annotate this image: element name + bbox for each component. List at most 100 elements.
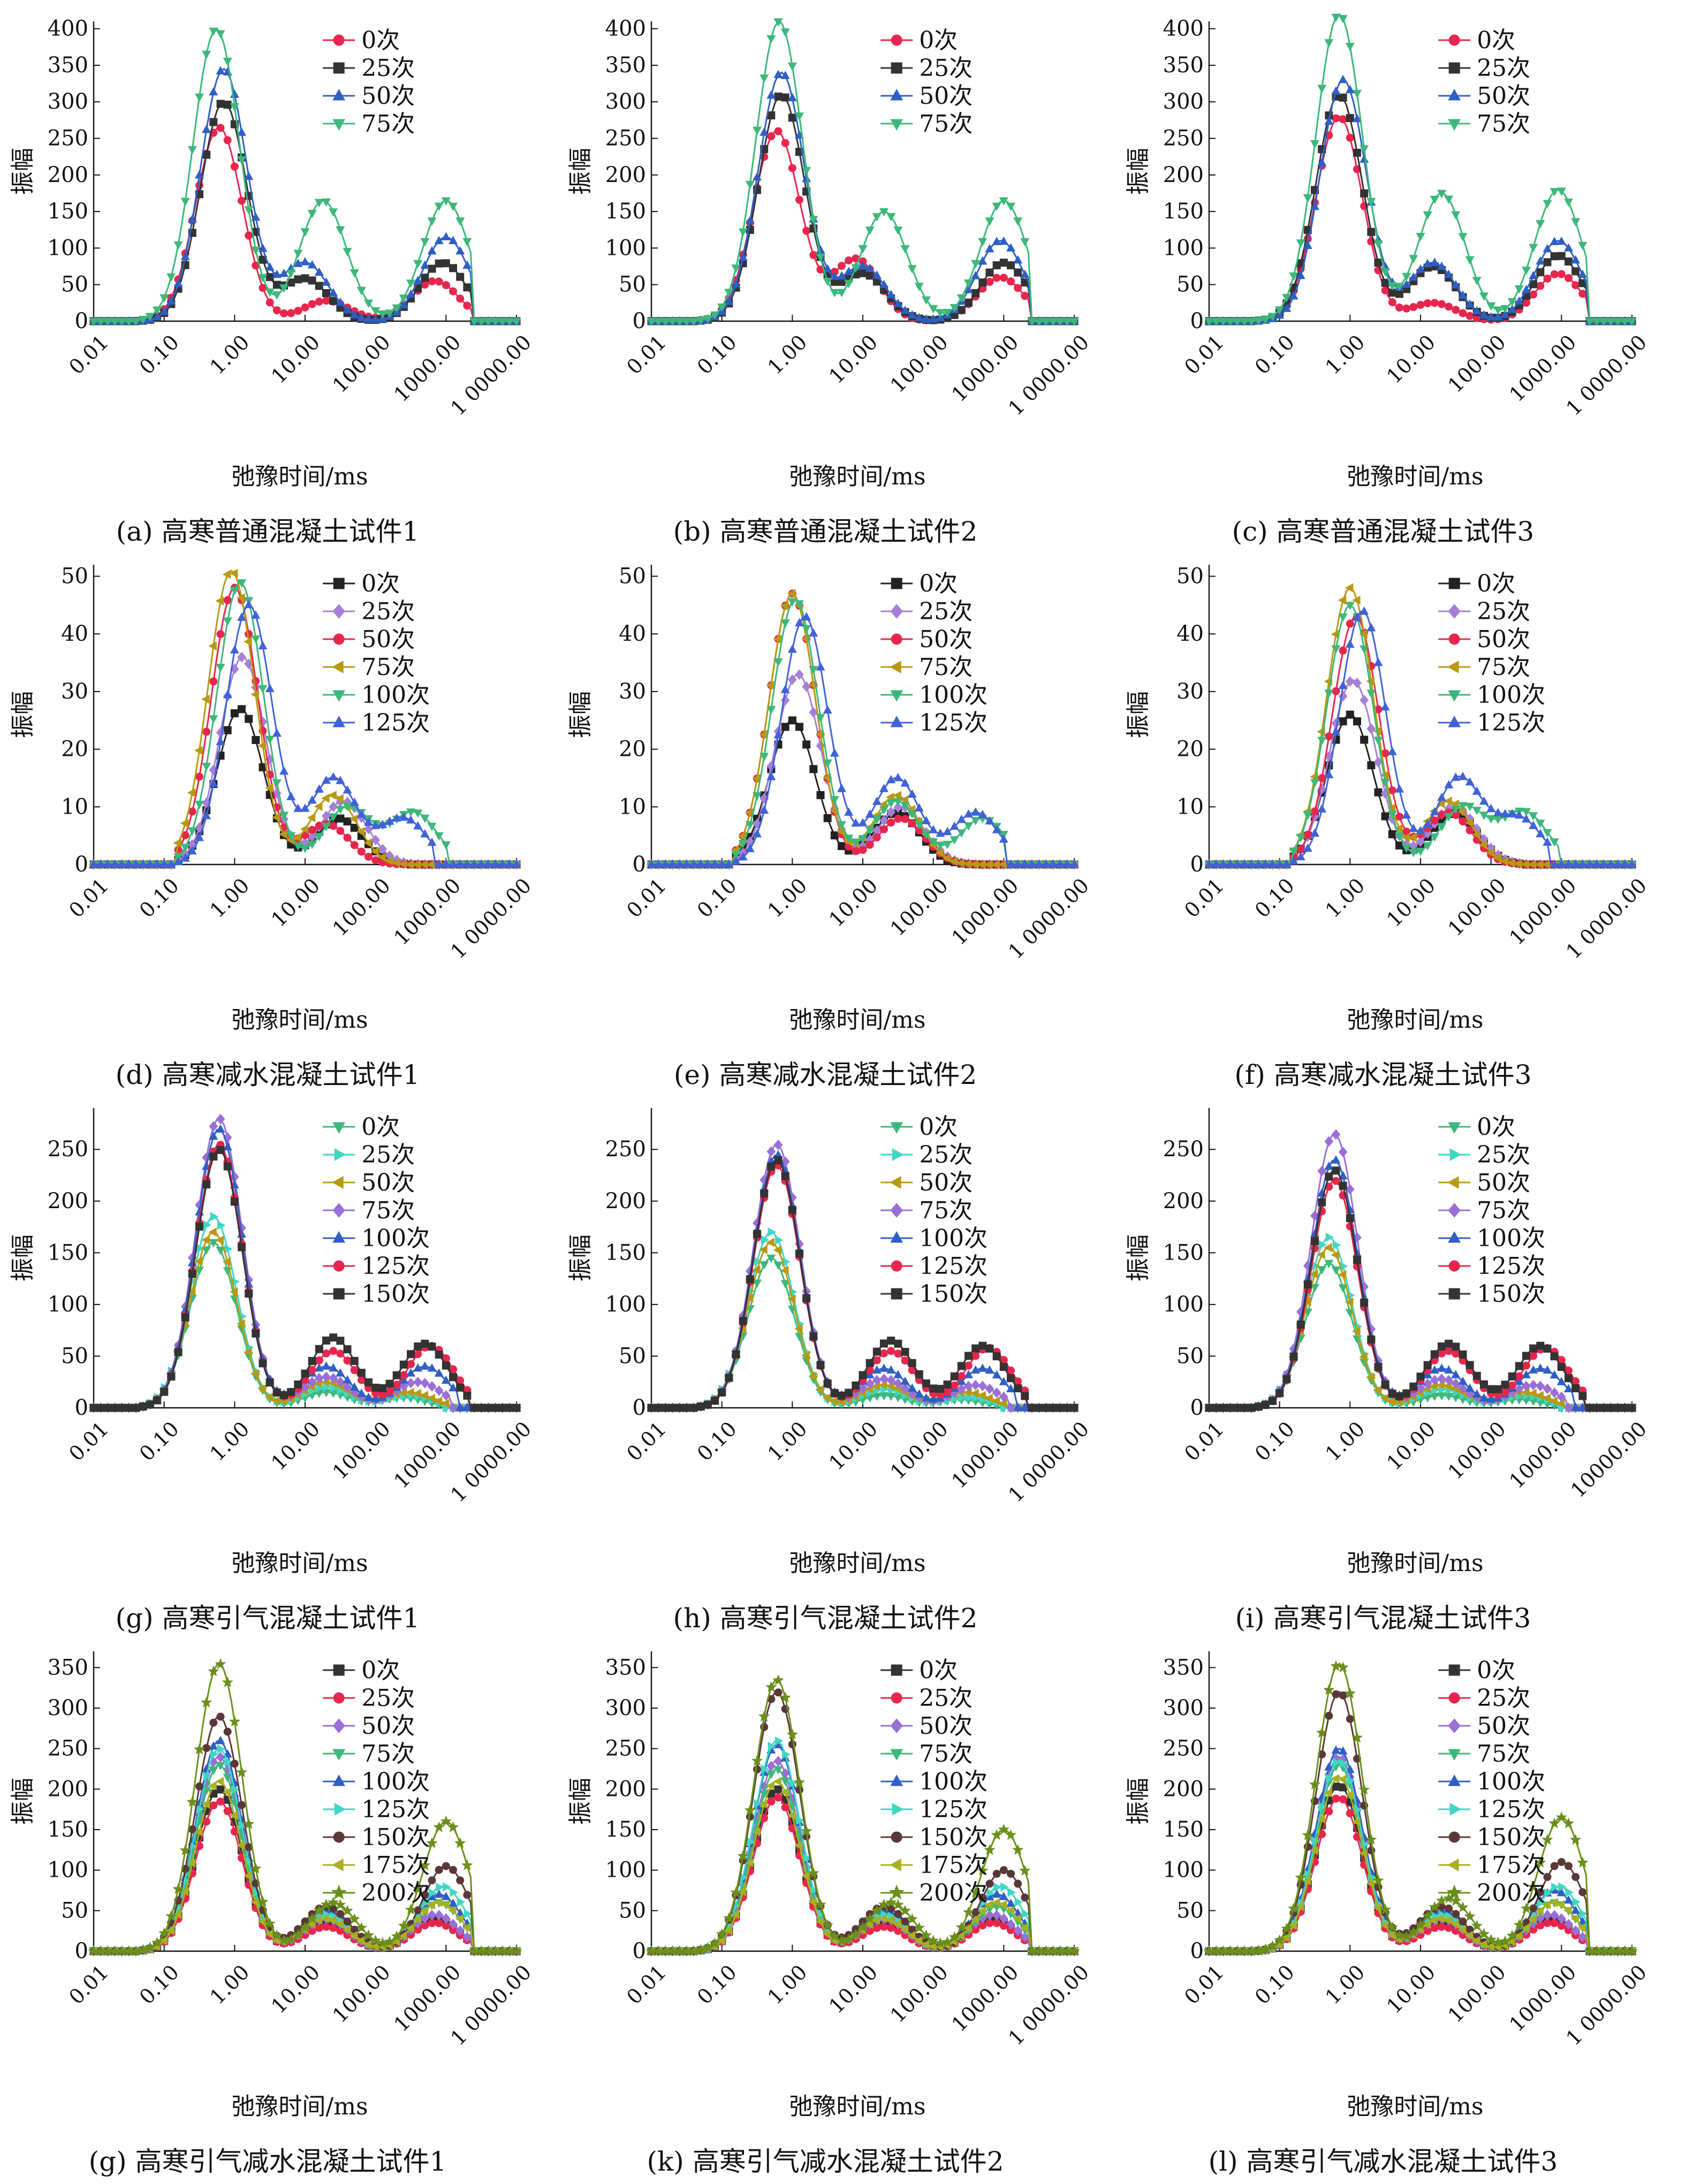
- data-point: [442, 1361, 450, 1370]
- data-point: [399, 812, 408, 821]
- y-tick-label: 20: [619, 737, 646, 762]
- data-point: [216, 100, 225, 108]
- data-point: [1303, 843, 1312, 852]
- data-point: [1500, 309, 1510, 318]
- data-point: [872, 1356, 881, 1364]
- data-point: [1303, 812, 1312, 820]
- data-point: [287, 309, 295, 317]
- data-point: [370, 846, 379, 856]
- data-point: [773, 70, 783, 78]
- data-point: [216, 30, 225, 39]
- data-point: [160, 306, 169, 315]
- data-point: [1486, 803, 1496, 813]
- data-point: [335, 794, 344, 803]
- data-point: [992, 261, 1001, 270]
- data-point: [1254, 317, 1263, 326]
- legend-marker: [891, 1260, 902, 1272]
- data-point: [654, 1404, 663, 1412]
- data-point: [1324, 689, 1334, 698]
- data-point: [406, 1378, 415, 1389]
- data-point: [1408, 832, 1417, 843]
- data-point: [146, 1400, 154, 1409]
- data-point: [264, 1392, 274, 1402]
- data-point: [413, 260, 423, 269]
- data-point: [1373, 737, 1383, 745]
- legend-label: 125次: [919, 1796, 988, 1823]
- data-point: [971, 1344, 980, 1353]
- data-point: [490, 317, 500, 327]
- data-point: [858, 818, 868, 826]
- data-point: [724, 297, 734, 305]
- data-point: [1423, 211, 1432, 220]
- data-point: [462, 238, 472, 247]
- data-point: [1020, 859, 1030, 868]
- data-point: [978, 1341, 987, 1350]
- data-point: [689, 859, 698, 868]
- legend-marker: [333, 578, 345, 589]
- data-point: [336, 297, 345, 306]
- data-point: [1529, 1365, 1538, 1374]
- data-point: [1416, 1372, 1425, 1381]
- data-point: [1402, 844, 1411, 853]
- series-9: [88, 1658, 522, 1956]
- data-point: [1070, 1404, 1079, 1412]
- data-point: [950, 1381, 959, 1390]
- data-point: [1380, 1393, 1389, 1403]
- data-point: [314, 802, 323, 812]
- data-point: [399, 1371, 408, 1379]
- data-point: [1515, 1372, 1523, 1381]
- legend-label: 0次: [919, 570, 958, 597]
- data-point: [1621, 1404, 1629, 1412]
- data-point: [1380, 268, 1390, 277]
- data-point: [103, 317, 112, 327]
- y-axis-label: 振幅: [567, 691, 594, 738]
- panel-caption: (h) 高寒引气混凝土试件2: [673, 1603, 978, 1634]
- data-point: [187, 214, 197, 223]
- legend-marker: [1448, 604, 1461, 619]
- data-point: [879, 279, 889, 289]
- data-point: [371, 1394, 381, 1402]
- data-point: [801, 1351, 810, 1360]
- data-point: [907, 1383, 917, 1392]
- data-point: [259, 1359, 267, 1368]
- data-point: [1360, 735, 1369, 744]
- data-point: [483, 317, 493, 327]
- data-point: [1211, 859, 1221, 868]
- data-point: [675, 859, 685, 868]
- data-point: [1339, 115, 1347, 124]
- series-line: [94, 1118, 517, 1409]
- data-point: [1021, 292, 1029, 300]
- data-point: [363, 314, 374, 323]
- data-point: [1423, 299, 1432, 307]
- data-point: [1556, 187, 1566, 196]
- x-tick-label: 0.10: [693, 1417, 741, 1466]
- data-point: [844, 835, 854, 843]
- series-line: [651, 616, 1074, 866]
- series-line: [94, 586, 517, 866]
- data-point: [421, 1339, 429, 1348]
- series-line: [1209, 93, 1632, 322]
- y-tick-label: 50: [1176, 1898, 1204, 1923]
- x-tick-label: 1.00: [1321, 1417, 1370, 1466]
- data-point: [286, 269, 296, 278]
- data-point: [209, 27, 218, 36]
- data-point: [96, 859, 105, 868]
- data-point: [788, 164, 796, 172]
- data-point: [1296, 845, 1305, 853]
- data-point: [1048, 317, 1058, 327]
- data-point: [195, 1223, 203, 1231]
- legend-label: 0次: [361, 27, 400, 54]
- data-point: [463, 283, 472, 292]
- data-point: [794, 1324, 803, 1333]
- data-point: [238, 705, 246, 714]
- data-point: [1338, 15, 1348, 24]
- data-point: [203, 1220, 212, 1230]
- data-point: [223, 726, 232, 734]
- data-point: [1536, 1381, 1545, 1392]
- legend-marker: [1448, 119, 1461, 131]
- data-point: [1310, 828, 1320, 837]
- data-point: [1373, 657, 1383, 666]
- data-point: [1247, 859, 1256, 868]
